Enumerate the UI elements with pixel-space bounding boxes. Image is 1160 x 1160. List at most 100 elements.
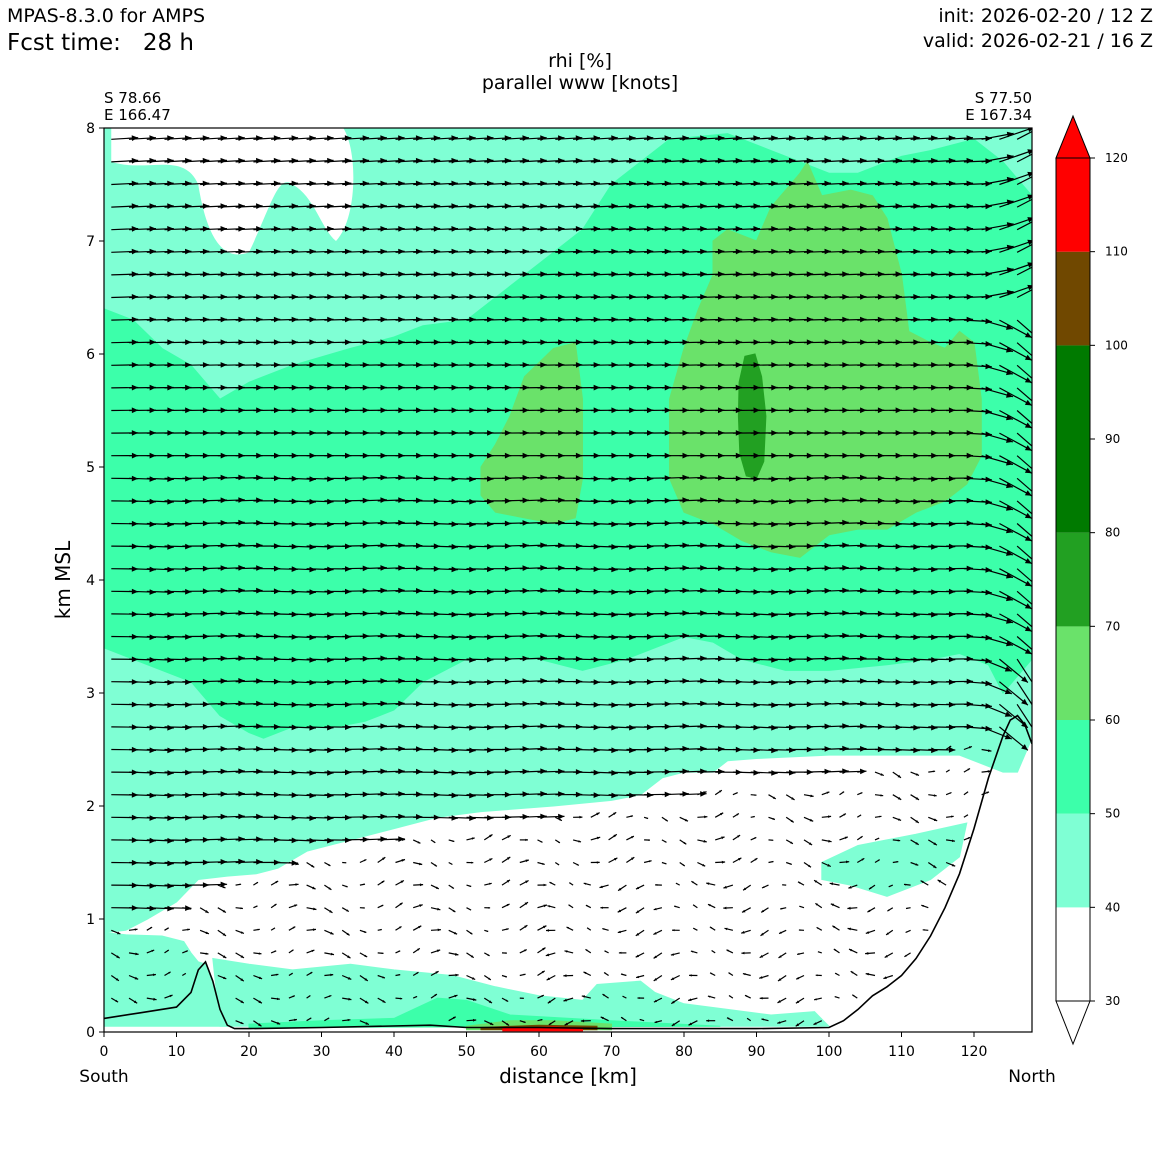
wind-vector (1016, 221, 1032, 231)
wind-vector-head (1006, 640, 1013, 647)
wind-vector-head (540, 632, 547, 639)
x-axis-ticks: 0 10 20 30 40 50 60 70 80 90 100 110 120 (100, 1032, 987, 1060)
wind-vector-head (966, 701, 974, 707)
wind-vector-head (653, 955, 657, 959)
wind-vector-head (309, 1017, 312, 1020)
wind-vector-head (985, 341, 992, 347)
wind-vector-head (706, 1019, 710, 1022)
wind-vector-head (313, 907, 317, 911)
wind-vector-head (167, 927, 169, 930)
wind-vector-head (327, 770, 334, 776)
wind-vector-head (897, 774, 901, 778)
y-tick-label: 1 (86, 912, 95, 928)
wind-vector-head (967, 837, 971, 840)
wind-vector-head (205, 931, 209, 934)
wind-vector-head (920, 880, 924, 884)
wind-vector-head (596, 861, 600, 864)
wind-vector (1016, 130, 1032, 140)
wind-vector-head (653, 999, 657, 1003)
wind-vector-head (525, 859, 529, 863)
wind-vector-head (487, 203, 494, 209)
wind-vector-head (985, 612, 992, 618)
wind-vector-head (729, 995, 731, 997)
wind-vector-head (469, 885, 472, 887)
y-tick-label: 0 (86, 1025, 95, 1041)
wind-vector (1016, 477, 1032, 493)
wind-vector-head (1024, 558, 1032, 564)
wind-vector-head (791, 797, 795, 800)
wind-vector-head (202, 203, 210, 209)
wind-vector-head (167, 566, 174, 573)
wind-vector-head (382, 1000, 386, 1003)
wind-vector-head (1024, 377, 1032, 383)
wind-vector-head (437, 928, 441, 932)
wind-vector-head (257, 928, 260, 931)
wind-vector-head (238, 519, 245, 526)
wind-vector-head (222, 909, 226, 913)
wind-vector-head (451, 886, 454, 889)
wind-vector-head (451, 226, 458, 232)
wind-vector-head (575, 226, 583, 232)
wind-vector-head (1024, 445, 1032, 451)
wind-vector-head (682, 226, 689, 232)
wind-vector-head (1024, 467, 1032, 474)
wind-vector-head (238, 632, 245, 639)
wind-vector-head (723, 885, 727, 889)
wind-vector-head (799, 906, 801, 908)
wind-vector-head (760, 932, 764, 936)
wind-vector-head (700, 542, 707, 549)
wind-vector-head (772, 817, 775, 820)
wind-vector-head (826, 791, 830, 794)
wind-vector-head (309, 611, 316, 618)
wind-vector-head (238, 700, 245, 707)
wind-vector-head (931, 498, 938, 505)
wind-vector-head (327, 747, 334, 754)
wind-vector-head (504, 226, 512, 232)
wind-vector-head (546, 929, 549, 932)
wind-vector-head (931, 476, 938, 482)
wind-vector-head (913, 203, 920, 209)
wind-vector-head (682, 864, 685, 866)
wind-vector-head (808, 842, 813, 845)
colorbar-segment (1056, 158, 1090, 252)
wind-vector-head (291, 973, 293, 975)
wind-vector-head (629, 611, 636, 618)
wind-vector-head (547, 1000, 551, 1004)
wind-vector-head (309, 815, 316, 821)
wind-vector-head (700, 678, 707, 684)
wind-vector-head (291, 226, 299, 232)
wind-vector-head (434, 994, 437, 997)
wind-vector-head (700, 519, 707, 526)
wind-vector-head (240, 931, 244, 934)
wind-vector-head (398, 587, 405, 594)
wind-vector-head (848, 885, 852, 889)
wind-vector-head (1027, 262, 1032, 268)
wind-vector-head (435, 886, 439, 889)
wind-vector-head (966, 316, 974, 323)
wind-vector-head (988, 749, 992, 752)
wind-vector-head (585, 905, 588, 907)
wind-vector-head (865, 972, 869, 976)
wind-vector-head (558, 700, 565, 707)
wind-vector-head (933, 842, 937, 846)
x-tick-label: 0 (100, 1044, 109, 1060)
wind-vector-head (896, 861, 899, 863)
wind-vector-head (558, 723, 565, 730)
wind-vector-head (205, 952, 209, 955)
wind-vector-head (1021, 744, 1028, 751)
rhi-40-region-lowleft (104, 932, 229, 1027)
rhi-40-region-near-surface (212, 957, 831, 1027)
wind-vector-head (347, 976, 352, 980)
wind-vector-head (966, 814, 968, 817)
wind-vector-head (540, 226, 547, 232)
wind-vector-head (309, 634, 316, 641)
wind-vector-head (469, 792, 476, 799)
wind-vector-head (327, 724, 334, 731)
wind-vector-head (309, 203, 316, 209)
wind-vector-head (771, 861, 774, 863)
wind-vector-head (167, 589, 174, 595)
wind-vector-head (771, 747, 778, 754)
wind-vector-head (398, 950, 401, 953)
wind-vector-head (364, 978, 368, 981)
wind-vector-head (419, 883, 424, 887)
